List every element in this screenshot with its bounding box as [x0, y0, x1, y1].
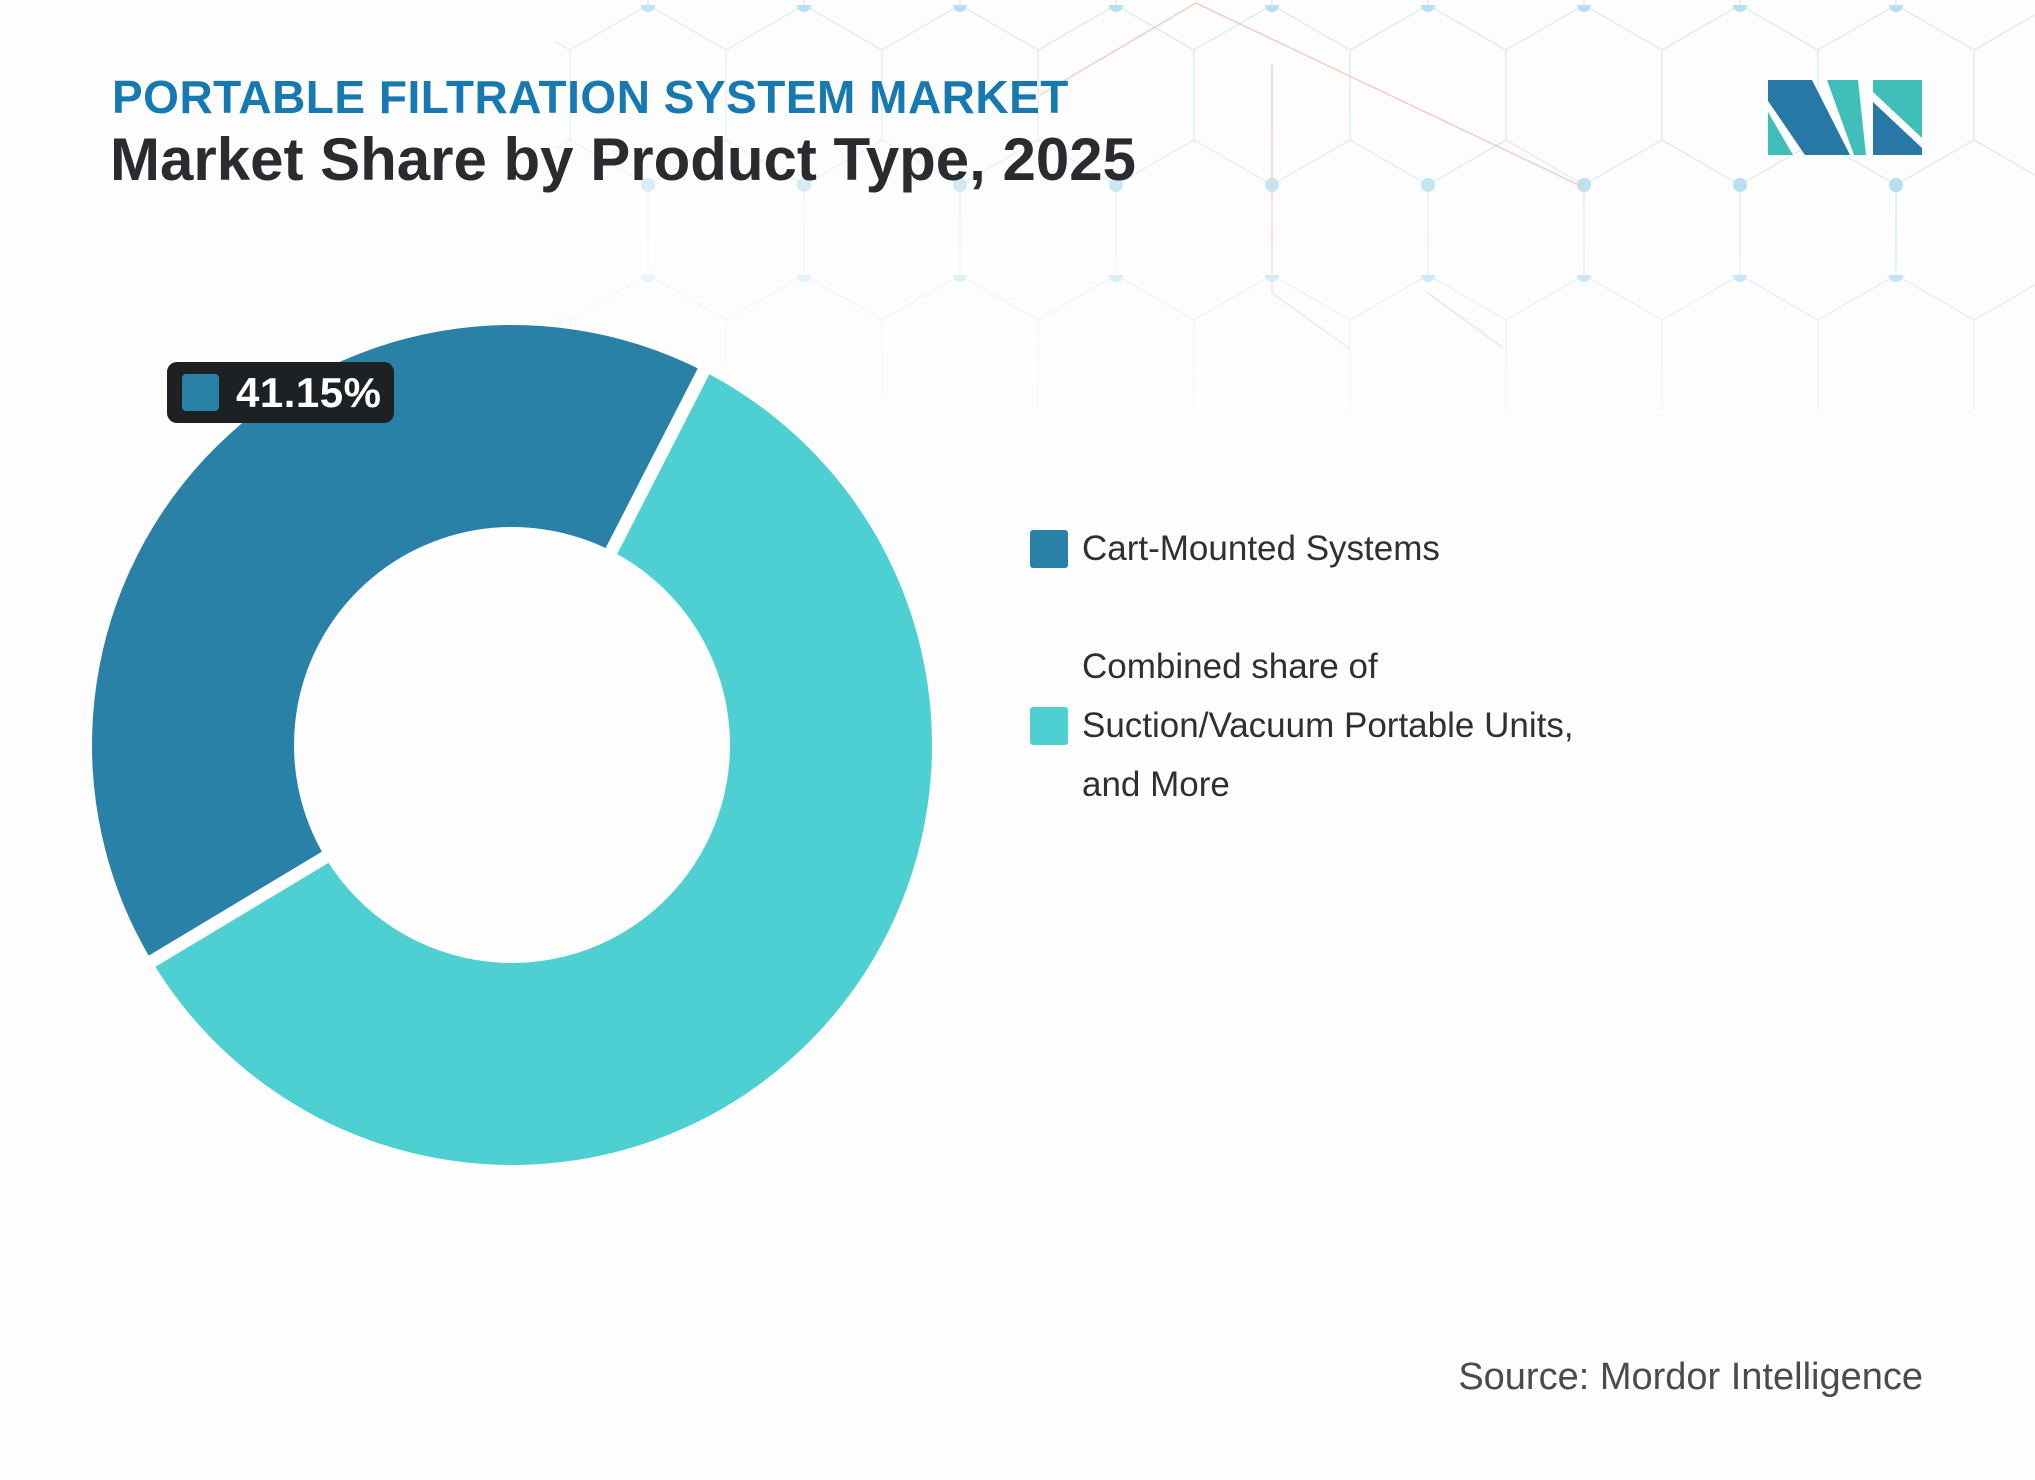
report-name: PORTABLE FILTRATION SYSTEM MARKET — [112, 71, 1069, 123]
source-note: Source: Mordor Intelligence — [1458, 1356, 1923, 1398]
legend-item-combined-share: Combined share of Suction/Vacuum Portabl… — [1030, 637, 1690, 814]
legend-label-cart-mounted: Cart-Mounted Systems — [1082, 529, 1440, 568]
legend-item-cart-mounted: Cart-Mounted Systems — [1030, 519, 1690, 578]
data-label-badge: 41.15% — [167, 362, 394, 423]
badge-series-swatch — [182, 374, 219, 411]
legend-swatch-combined-share — [1030, 706, 1068, 745]
slice-separator — [146, 847, 336, 969]
page-title: Market Share by Product Type, 2025 — [110, 126, 1136, 193]
legend: Cart-Mounted Systems Combined share of S… — [1030, 519, 1690, 814]
hex-network-decoration — [555, 0, 2035, 410]
legend-swatch-cart-mounted — [1030, 529, 1068, 568]
data-label-value: 41.15% — [236, 368, 382, 416]
mordor-intelligence-logo-icon — [1768, 80, 1922, 155]
legend-label-combined-share: Combined share of Suction/Vacuum Portabl… — [1082, 647, 1574, 804]
slice-separator — [602, 365, 711, 562]
donut-slice — [151, 371, 932, 1165]
donut-chart — [92, 325, 932, 1165]
donut-slice — [92, 325, 704, 962]
